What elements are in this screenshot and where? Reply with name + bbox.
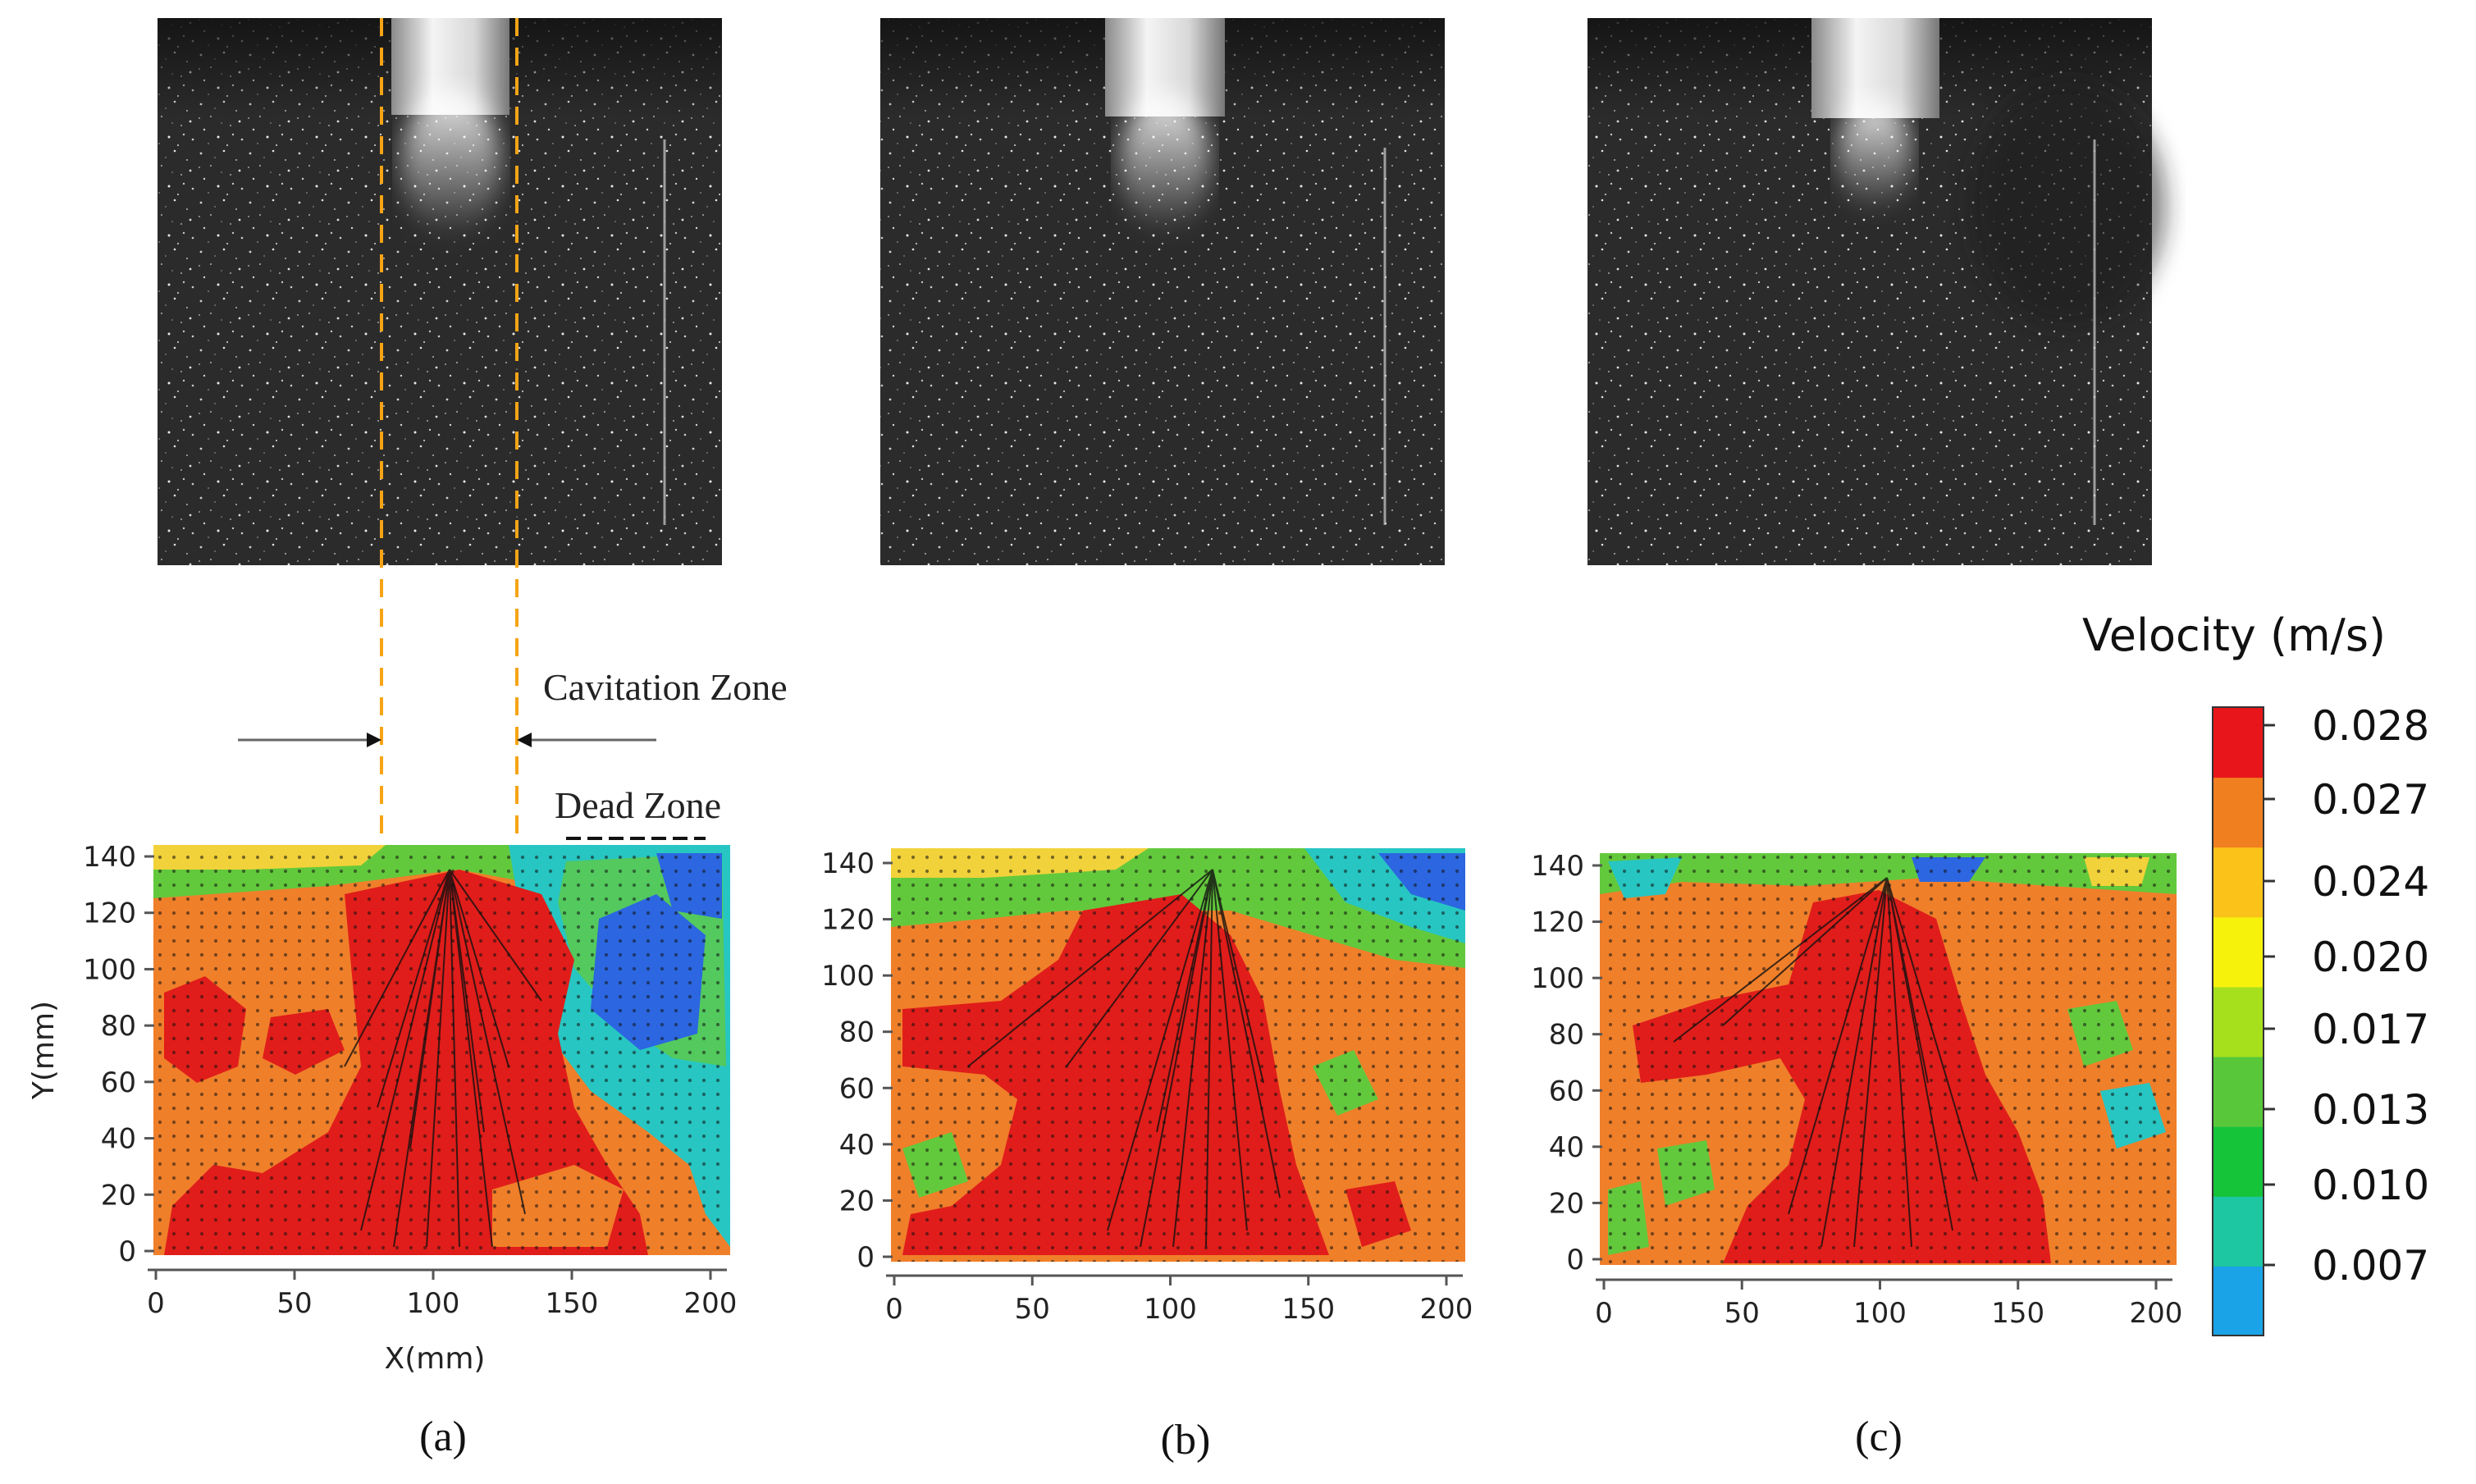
y-tick-label: 40 — [1549, 1131, 1584, 1164]
y-tick-label: 120 — [1531, 906, 1584, 939]
y-tick-label: 60 — [839, 1072, 875, 1105]
y-tick-label: 60 — [1549, 1075, 1584, 1107]
heatmap-a — [153, 845, 730, 1255]
x-tick-label: 200 — [684, 1287, 738, 1320]
x-tick-label: 150 — [546, 1287, 599, 1320]
cavitation-guides — [380, 18, 518, 845]
heatmap-b — [891, 848, 1465, 1262]
x-tick-label: 100 — [1853, 1297, 1907, 1330]
x-tick-label: 50 — [276, 1287, 312, 1320]
colorbar-label: 0.028 — [2312, 702, 2429, 750]
y-tick-label: 140 — [821, 847, 875, 880]
colorbar-swatch — [2213, 916, 2264, 988]
y-tick-label: 20 — [839, 1185, 875, 1217]
colorbar-label: 0.020 — [2312, 934, 2429, 981]
y-tick-label: 0 — [1566, 1244, 1584, 1276]
y-tick-label: 140 — [1531, 850, 1584, 883]
y-tick-label: 40 — [101, 1123, 136, 1156]
y-tick-label: 40 — [839, 1129, 875, 1162]
x-axis-label-a: X(mm) — [385, 1342, 486, 1376]
photo-a — [158, 18, 722, 565]
x-tick-label: 50 — [1015, 1293, 1050, 1326]
x-tick-label: 150 — [1991, 1297, 2044, 1330]
zone-arrows — [238, 733, 656, 747]
x-tick-label: 50 — [1725, 1297, 1760, 1330]
caption-a: (a) — [419, 1413, 467, 1460]
y-tick-label: 0 — [118, 1235, 136, 1268]
x-tick-label: 200 — [1420, 1293, 1473, 1326]
y-tick-label: 80 — [101, 1010, 136, 1043]
x-tick-label: 0 — [885, 1293, 903, 1326]
y-tick-label: 100 — [821, 960, 875, 993]
y-axis-label-a: Y(mm) — [27, 1001, 61, 1100]
colorbar-swatch — [2213, 1195, 2264, 1267]
y-tick-label: 80 — [839, 1016, 875, 1049]
x-tick-label: 150 — [1281, 1293, 1335, 1326]
colorbar-label: 0.007 — [2312, 1242, 2429, 1290]
heatmap-c — [1600, 853, 2177, 1265]
y-tick-label: 100 — [1531, 962, 1584, 995]
y-tick-label: 0 — [857, 1241, 875, 1274]
photo-b — [880, 18, 1445, 565]
y-tick-label: 120 — [83, 897, 136, 930]
x-tick-label: 0 — [1595, 1297, 1613, 1330]
cavitation-zone-label: Cavitation Zone — [543, 666, 788, 708]
colorbar-labels: 0.028 0.027 0.024 0.020 0.017 0.013 0.010 0.007 — [2264, 702, 2429, 1290]
colorbar-swatch — [2213, 1126, 2264, 1197]
colorbar-swatch — [2213, 707, 2264, 779]
colorbar-label: 0.027 — [2312, 776, 2429, 824]
y-tick-label: 20 — [1549, 1187, 1584, 1220]
colorbar-label: 0.010 — [2312, 1162, 2429, 1209]
y-tick-label: 80 — [1549, 1019, 1584, 1052]
caption-c: (c) — [1855, 1413, 1903, 1460]
colorbar-label: 0.013 — [2312, 1086, 2429, 1134]
colorbar-swatch — [2213, 1056, 2264, 1127]
colorbar-label: 0.024 — [2312, 858, 2429, 906]
dead-zone-label: Dead Zone — [555, 784, 721, 826]
y-tick-label: 120 — [821, 904, 875, 937]
y-tick-label: 20 — [101, 1179, 136, 1212]
y-tick-label: 100 — [83, 953, 136, 986]
y-tick-label: 60 — [101, 1066, 136, 1099]
colorbar-swatch — [2213, 777, 2264, 848]
x-tick-label: 0 — [147, 1287, 165, 1320]
y-tick-label: 140 — [83, 841, 136, 874]
x-tick-label: 100 — [1144, 1293, 1197, 1326]
colorbar-label: 0.017 — [2312, 1006, 2429, 1053]
colorbar — [2212, 706, 2264, 1336]
colorbar-swatch — [2213, 986, 2264, 1057]
caption-b: (b) — [1161, 1417, 1211, 1463]
photo-c — [1587, 18, 2166, 565]
colorbar-swatch — [2213, 1265, 2264, 1336]
x-tick-label: 200 — [2130, 1297, 2183, 1330]
x-tick-label: 100 — [407, 1287, 460, 1320]
colorbar-swatch — [2213, 847, 2264, 918]
colorbar-title: Velocity (m/s) — [2082, 610, 2386, 661]
